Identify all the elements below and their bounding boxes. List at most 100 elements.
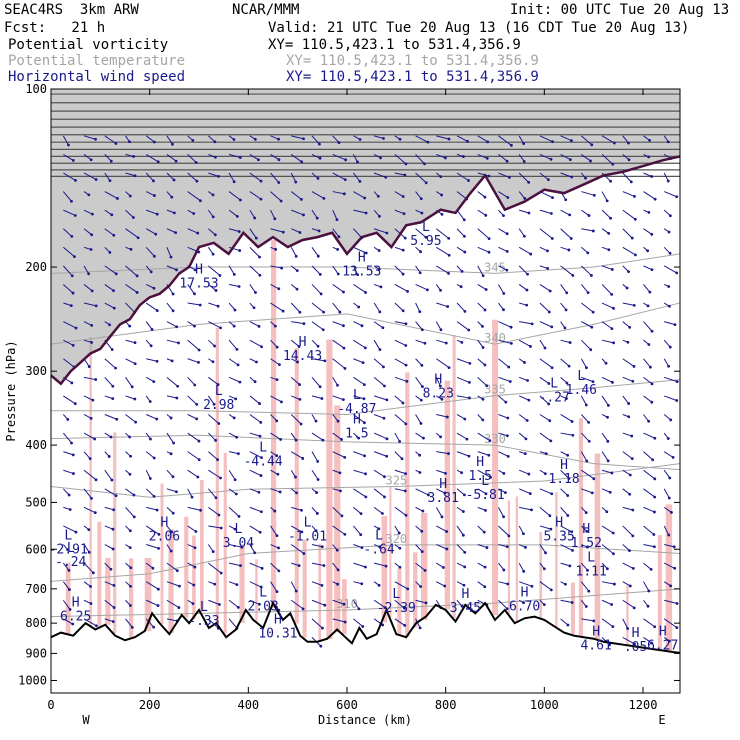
wind-arrow-head (235, 215, 239, 218)
extremum-type: H (299, 335, 307, 350)
wind-arrow-head (385, 454, 389, 458)
wind-arrow-head (628, 549, 631, 553)
extremum-type: H (161, 515, 169, 530)
wind-arrow (373, 228, 388, 234)
wind-arrow (394, 469, 406, 475)
wind-arrow-head (377, 527, 381, 531)
wind-arrow (581, 488, 593, 494)
wind-arrow (187, 414, 197, 420)
wind-arrow (580, 562, 588, 571)
wind-arrow (290, 376, 300, 385)
wind-arrow (663, 358, 670, 367)
wind-arrow-head (277, 181, 281, 184)
wind-arrow-head (546, 267, 550, 270)
wind-arrow (249, 339, 262, 348)
wind-arrow-head (94, 304, 98, 308)
wind-arrow (456, 191, 467, 200)
wind-arrow-head (649, 567, 653, 571)
wind-arrow (249, 321, 260, 327)
wind-arrow-head (608, 490, 612, 494)
wind-arrow (228, 544, 242, 548)
wind-arrow (208, 321, 221, 329)
wind-arrow (353, 451, 365, 457)
wind-arrow-head (297, 564, 301, 568)
wind-arrow (519, 321, 533, 325)
wind-arrow-head (364, 251, 368, 255)
wind-arrow-head (669, 584, 673, 588)
shading-strip (381, 516, 388, 623)
wind-arrow (311, 339, 319, 347)
wind-arrow-head (318, 156, 322, 160)
x-tick-label: 0 (47, 698, 54, 712)
wind-arrow (601, 618, 614, 628)
extremum-type: H (274, 613, 282, 628)
wind-arrow (456, 376, 470, 383)
wind-arrow-head (198, 303, 202, 307)
wind-arrow-head (90, 323, 94, 327)
wind-arrow (643, 525, 655, 535)
wind-arrow-head (360, 546, 364, 549)
wind-arrow (601, 191, 608, 202)
wind-arrow-head (149, 437, 152, 441)
wind-arrow (228, 469, 236, 481)
wind-arrow (498, 228, 508, 235)
wind-arrow (145, 302, 158, 311)
wind-arrow (477, 228, 490, 239)
wind-arrow (643, 284, 651, 293)
wind-arrow (560, 228, 572, 239)
wind-arrow-head (211, 215, 215, 219)
wind-arrow (332, 377, 338, 386)
wind-arrow (539, 321, 552, 328)
wind-arrow-head (381, 623, 385, 627)
wind-arrow-head (627, 415, 631, 419)
wind-arrow (477, 339, 484, 348)
wind-arrow (228, 376, 241, 383)
wind-arrow-head (129, 566, 133, 570)
wind-arrow (622, 321, 631, 328)
wind-arrow-head (522, 532, 525, 536)
wind-arrow-head (439, 288, 442, 292)
wind-arrow-head (108, 251, 112, 254)
wind-arrow (518, 246, 531, 255)
wind-arrow-head (170, 195, 174, 199)
wind-arrow-head (631, 508, 635, 512)
wind-arrow (436, 488, 445, 494)
y-tick-label: 100 (25, 82, 47, 96)
wind-arrow-head (233, 308, 237, 312)
wind-arrow (104, 395, 113, 400)
wind-arrow-head (69, 304, 73, 308)
wind-arrow (311, 284, 322, 295)
shading-strip (507, 500, 511, 614)
wind-arrow (601, 469, 613, 474)
wind-arrow-head (564, 582, 567, 586)
wind-arrow-head (507, 365, 511, 369)
wind-arrow (290, 432, 297, 441)
wind-arrow (560, 469, 570, 479)
wind-arrow-head (108, 323, 111, 327)
wind-arrow (332, 153, 346, 161)
wind-arrow (63, 618, 73, 625)
shading-strip (389, 486, 392, 618)
wind-arrow-head (566, 623, 570, 627)
wind-arrow (477, 172, 490, 177)
wind-arrow-head (258, 434, 262, 438)
wind-arrow (249, 469, 262, 477)
wind-arrow-head (91, 398, 95, 402)
wind-arrow (83, 618, 97, 627)
extremum-type: L (259, 441, 267, 456)
wind-arrow-head (522, 142, 526, 146)
wind-arrow-head (318, 142, 321, 146)
wind-arrow-head (362, 397, 366, 401)
extremum-type: L (200, 600, 208, 615)
wind-arrow (560, 209, 570, 216)
wind-arrow-head (152, 286, 156, 290)
wind-arrow (373, 376, 385, 387)
wind-arrow-head (253, 216, 257, 220)
terrain-line (50, 600, 681, 654)
wind-arrow (622, 618, 629, 629)
wind-arrow (663, 618, 678, 629)
wind-arrow-head (319, 644, 323, 648)
wind-arrow (332, 451, 345, 458)
wind-arrow-head (420, 328, 424, 332)
wind-arrow (311, 358, 325, 362)
